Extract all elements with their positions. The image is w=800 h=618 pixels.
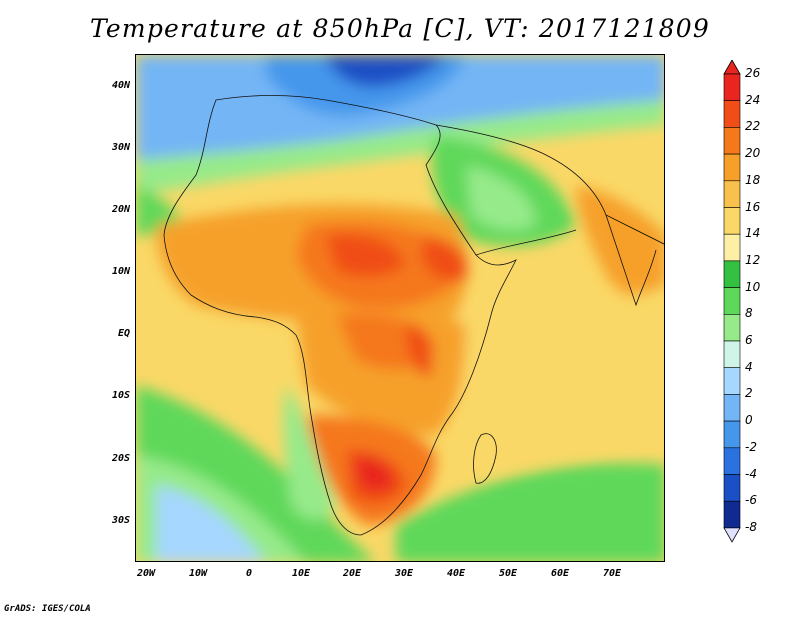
colorbar-box	[723, 73, 741, 102]
lon-label: 20E	[342, 568, 362, 579]
lat-label: 30N	[111, 142, 130, 153]
colorbar-label: 22	[745, 119, 761, 134]
colorbar-label: 24	[745, 92, 761, 107]
lat-label: 10N	[111, 266, 130, 277]
colorbar-min-arrow	[723, 527, 741, 543]
colorbar-box	[723, 260, 741, 288]
temperature-map	[135, 54, 665, 562]
colorbar	[723, 60, 741, 543]
colorbar-box	[723, 474, 741, 502]
colorbar-label: 14	[745, 226, 761, 241]
colorbar-label: 10	[745, 279, 761, 294]
colorbar-box	[723, 153, 741, 182]
lon-label: 0	[245, 568, 253, 579]
colorbar-label: 2	[745, 386, 753, 401]
colorbar-label: 18	[745, 172, 761, 187]
colorbar-label: 6	[745, 333, 753, 347]
colorbar-label: 26	[745, 66, 761, 80]
colorbar-label: 0	[745, 413, 753, 428]
colorbar-box	[723, 340, 741, 369]
colorbar-label: 20	[745, 146, 761, 161]
lon-label: 40E	[446, 568, 466, 579]
colorbar-label: -8	[745, 519, 757, 534]
colorbar-label: -4	[745, 466, 757, 481]
colorbar-box	[723, 207, 741, 235]
lat-label: 30S	[111, 515, 130, 526]
colorbar-label: 4	[745, 359, 753, 374]
map-title: Temperature at 850hPa [C], VT: 201712180…	[90, 14, 710, 43]
lon-label: 10W	[188, 568, 208, 579]
colorbar-box	[723, 367, 741, 395]
lon-label: 10E	[291, 568, 311, 579]
credit-text: GrADS: IGES/COLA	[4, 604, 91, 614]
coastline	[163, 95, 664, 536]
colorbar-label: -6	[745, 493, 757, 508]
lon-label: 70E	[602, 568, 622, 579]
lat-label: 10S	[111, 390, 130, 401]
colorbar-box	[723, 287, 741, 315]
lat-label: EQ	[117, 328, 130, 339]
colorbar-box	[723, 180, 741, 208]
lat-label: 20N	[111, 204, 130, 215]
colorbar-label: 8	[745, 306, 753, 321]
lon-label: 50E	[498, 568, 518, 579]
colorbar-label: 16	[745, 199, 761, 214]
colorbar-box	[723, 314, 741, 342]
colorbar-box	[723, 420, 741, 449]
lon-label: 60E	[550, 568, 570, 579]
lat-label: 20S	[111, 453, 130, 464]
lat-label: 40N	[111, 80, 130, 91]
colorbar-box	[723, 500, 741, 529]
colorbar-label: -2	[745, 439, 757, 454]
colorbar-label: 12	[745, 252, 761, 267]
colorbar-box	[723, 233, 741, 262]
colorbar-box	[723, 447, 741, 475]
colorbar-max-arrow	[723, 60, 741, 75]
lon-label: 30E	[394, 568, 414, 579]
colorbar-box	[723, 127, 741, 155]
colorbar-box	[723, 394, 741, 422]
lon-label: 20W	[136, 568, 156, 579]
colorbar-box	[723, 100, 741, 128]
